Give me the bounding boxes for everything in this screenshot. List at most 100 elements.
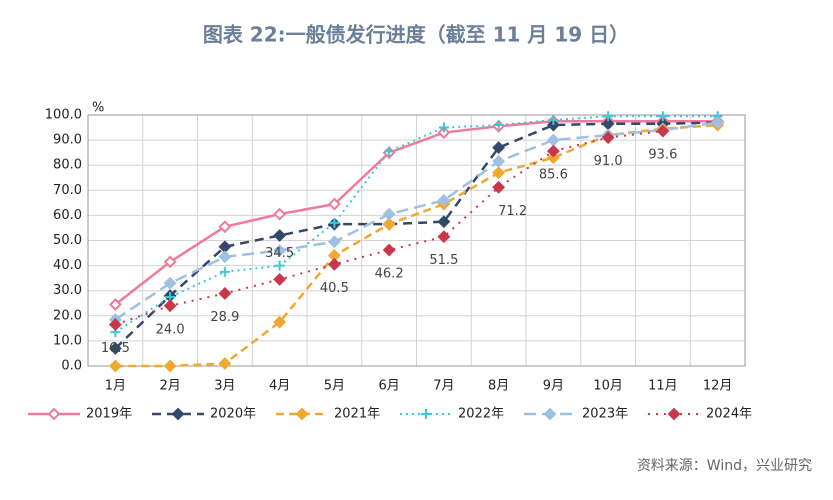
- marker: [437, 230, 451, 244]
- marker: [384, 146, 395, 157]
- marker: [657, 111, 668, 122]
- data-label: 71.2: [498, 204, 527, 219]
- source: 资料来源：Wind，兴业研究: [637, 458, 812, 474]
- marker: [273, 315, 287, 329]
- series-line: [114, 115, 718, 333]
- x-tick-label: 8月: [488, 379, 509, 394]
- y-tick-label: 90.0: [53, 133, 82, 148]
- marker: [108, 298, 122, 311]
- x-tick-label: 2月: [159, 379, 180, 394]
- marker: [603, 111, 614, 122]
- y-unit: %: [92, 101, 104, 116]
- data-label: 93.6: [648, 148, 677, 163]
- marker: [711, 116, 725, 129]
- marker: [421, 409, 431, 419]
- x-tick-label: 4月: [269, 379, 290, 394]
- marker: [218, 220, 232, 234]
- legend-label: 2021年: [334, 407, 380, 422]
- marker: [438, 122, 449, 133]
- series-line: [114, 120, 718, 306]
- y-tick-label: 50.0: [53, 233, 82, 248]
- marker: [543, 407, 557, 421]
- data-label: 28.9: [210, 310, 239, 325]
- marker: [273, 272, 287, 286]
- marker: [437, 215, 451, 229]
- x-tick-label: 7月: [433, 379, 454, 394]
- marker: [382, 243, 396, 257]
- marker: [108, 318, 122, 331]
- x-tick-label: 6月: [378, 379, 399, 394]
- marker: [546, 144, 560, 158]
- marker: [108, 342, 122, 355]
- y-tick-label: 20.0: [53, 308, 82, 323]
- marker: [295, 407, 309, 421]
- marker: [546, 133, 560, 147]
- marker: [548, 115, 559, 126]
- marker: [163, 276, 177, 290]
- series-line: [114, 121, 718, 350]
- marker: [327, 235, 341, 249]
- data-label: 46.2: [375, 267, 404, 282]
- x-tick-label: 3月: [214, 379, 235, 394]
- y-tick-label: 40.0: [53, 258, 82, 273]
- x-tick-label: 10月: [593, 379, 623, 394]
- data-label: 91.0: [594, 154, 623, 169]
- marker: [382, 207, 396, 221]
- y-tick-label: 70.0: [53, 183, 82, 198]
- marker: [437, 126, 451, 139]
- marker: [437, 193, 451, 207]
- data-label: 51.5: [429, 253, 458, 268]
- x-tick-label: 1月: [105, 379, 126, 394]
- data-label: 34.5: [265, 246, 294, 261]
- marker: [163, 299, 177, 313]
- x-tick-label: 11月: [648, 379, 678, 394]
- x-tick-label: 12月: [703, 379, 733, 394]
- y-tick-label: 30.0: [53, 283, 82, 298]
- marker: [327, 197, 341, 211]
- legend-label: 2020年: [210, 407, 256, 422]
- y-tick-label: 100.0: [45, 108, 82, 123]
- plot-frame: [87, 114, 746, 367]
- legend-label: 2019年: [86, 407, 132, 422]
- marker: [492, 166, 506, 180]
- marker: [171, 407, 185, 421]
- marker: [218, 250, 232, 264]
- marker: [327, 257, 341, 271]
- legend-label: 2024年: [706, 407, 752, 422]
- marker: [218, 287, 232, 300]
- data-label: 16.5: [101, 341, 130, 356]
- marker: [273, 229, 287, 242]
- series-line: [114, 121, 718, 321]
- marker: [601, 131, 615, 145]
- marker: [546, 151, 560, 165]
- data-label: 85.6: [539, 168, 568, 183]
- marker: [163, 359, 177, 373]
- legend-label: 2022年: [458, 407, 504, 422]
- y-tick-label: 80.0: [53, 158, 82, 173]
- marker: [667, 407, 681, 421]
- marker: [492, 155, 506, 168]
- marker: [273, 207, 287, 221]
- data-label: 40.5: [320, 281, 349, 296]
- marker: [329, 217, 340, 228]
- marker: [493, 120, 504, 131]
- legend-label: 2023年: [582, 407, 628, 422]
- y-tick-label: 0.0: [61, 359, 82, 374]
- x-tick-label: 5月: [324, 379, 345, 394]
- y-tick-label: 10.0: [53, 333, 82, 348]
- marker: [218, 357, 232, 370]
- marker: [274, 260, 285, 271]
- marker: [546, 118, 560, 132]
- data-label: 24.0: [156, 322, 185, 337]
- x-tick-label: 9月: [543, 379, 564, 394]
- marker: [218, 240, 232, 254]
- y-tick-label: 60.0: [53, 208, 82, 223]
- chart-title: 图表 22:一般债发行进度（截至 11 月 19 日）: [203, 23, 629, 47]
- marker: [656, 124, 670, 138]
- marker: [273, 244, 287, 257]
- marker: [47, 407, 61, 421]
- marker: [108, 359, 122, 373]
- marker: [219, 266, 230, 277]
- marker: [492, 180, 506, 194]
